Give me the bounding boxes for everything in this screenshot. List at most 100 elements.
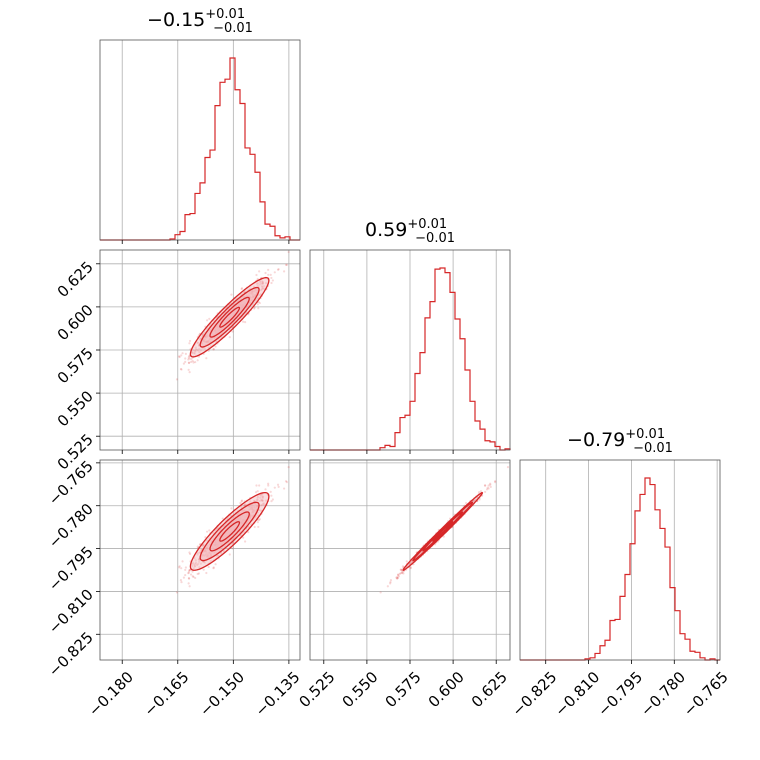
sample-point — [194, 360, 197, 364]
sample-point — [197, 558, 201, 561]
sample-point — [181, 560, 184, 563]
sample-point — [487, 487, 490, 490]
contour-fill — [219, 521, 240, 542]
sample-point — [396, 576, 400, 580]
sample-point — [478, 498, 481, 501]
sample-point — [483, 484, 487, 487]
sample-point — [287, 466, 290, 469]
sample-point — [258, 484, 261, 487]
sample-point — [395, 576, 398, 579]
sample-point — [255, 484, 258, 487]
sample-point — [261, 495, 264, 498]
sample-point — [180, 581, 183, 584]
sample-point — [252, 499, 256, 503]
sample-point — [261, 287, 265, 290]
sample-point — [197, 349, 200, 352]
sample-point — [191, 351, 194, 354]
sample-point — [400, 568, 403, 572]
sample-point — [409, 567, 412, 570]
sample-point — [397, 575, 401, 578]
sample-point — [194, 348, 198, 351]
sample-point — [188, 585, 191, 588]
sample-point — [276, 483, 280, 486]
sample-point — [184, 357, 187, 360]
sample-point — [489, 482, 492, 485]
sample-point — [283, 487, 286, 490]
sample-point — [486, 486, 489, 489]
sample-point — [240, 287, 244, 290]
contour-line — [209, 296, 250, 338]
sample-point — [259, 293, 262, 296]
sample-point — [484, 484, 487, 487]
sample-point — [193, 352, 196, 355]
sample-point — [184, 568, 187, 572]
sample-point — [401, 571, 404, 574]
title-lower-error: −0.01 — [415, 231, 455, 246]
histogram-panel-p2: −0.825−0.810−0.795−0.780−0.765 −0.79+0.01… — [508, 427, 731, 720]
sample-point — [182, 362, 186, 365]
sample-point — [187, 571, 190, 574]
sample-point — [396, 577, 399, 580]
sample-point — [255, 498, 258, 502]
y-tick-label: −0.825 — [45, 628, 97, 680]
sample-point — [196, 341, 200, 344]
sample-point — [182, 576, 186, 579]
sample-point — [397, 573, 400, 577]
sample-point — [261, 286, 264, 289]
sample-point — [464, 501, 468, 505]
sample-point — [188, 568, 192, 571]
sample-point — [201, 544, 205, 547]
sample-point — [400, 571, 403, 575]
sample-point — [258, 283, 261, 286]
sample-point — [269, 490, 272, 493]
sample-point — [188, 569, 191, 573]
sample-point — [261, 495, 265, 498]
sample-point — [261, 499, 264, 502]
sample-point — [270, 281, 273, 285]
sample-point — [270, 494, 273, 497]
sample-point — [214, 563, 217, 566]
sample-point — [230, 293, 233, 296]
sample-point — [196, 341, 199, 344]
sample-point — [187, 361, 191, 364]
sample-point — [259, 494, 262, 497]
sample-point — [261, 493, 264, 496]
sample-point — [191, 562, 194, 566]
sample-point — [212, 348, 215, 351]
sample-point — [202, 568, 205, 571]
sample-point — [255, 282, 258, 285]
sample-point — [184, 566, 187, 569]
sample-point — [271, 279, 274, 282]
sample-point — [287, 250, 290, 254]
sample-point — [240, 505, 243, 508]
sample-point — [259, 288, 263, 292]
sample-point — [187, 361, 190, 364]
sample-point — [409, 561, 412, 564]
sample-point — [262, 284, 266, 288]
sample-point — [256, 277, 259, 281]
sample-point — [187, 356, 190, 359]
sample-point — [199, 349, 202, 352]
sample-point — [257, 294, 261, 297]
sample-point — [277, 485, 280, 488]
x-tick-label: 0.600 — [425, 668, 468, 711]
sample-point — [188, 339, 192, 343]
sample-point — [487, 484, 490, 487]
contour-line — [432, 520, 454, 542]
sample-point — [409, 566, 412, 569]
sample-point — [258, 499, 261, 503]
sample-point — [209, 559, 212, 562]
sample-point — [178, 355, 181, 358]
sample-point — [262, 502, 266, 505]
sample-point — [260, 282, 263, 285]
sample-point — [188, 342, 191, 345]
sample-point — [472, 499, 475, 502]
sample-point — [485, 488, 489, 491]
sample-point — [269, 273, 272, 276]
sample-point — [179, 367, 183, 371]
y-tick-label: −0.795 — [45, 543, 97, 595]
sample-point — [187, 358, 190, 361]
sample-point — [260, 499, 263, 502]
sample-point — [206, 530, 209, 533]
